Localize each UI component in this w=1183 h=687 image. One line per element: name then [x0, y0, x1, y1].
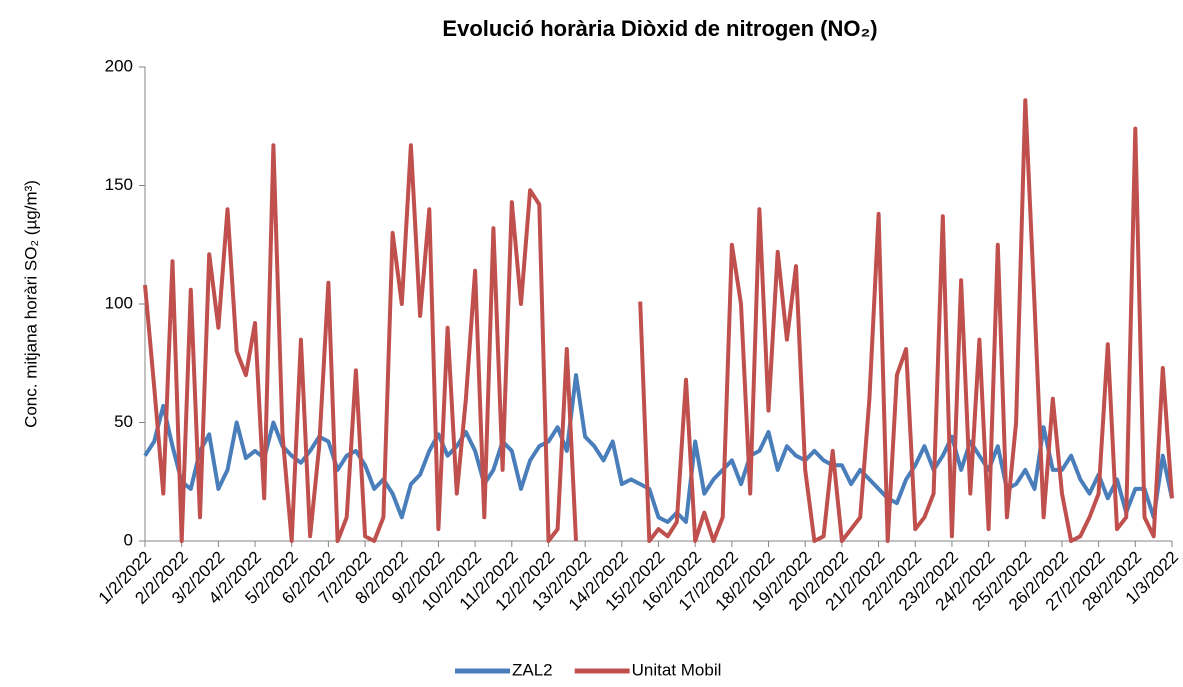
series-line — [143, 98, 1174, 543]
y-tick-label: 100 — [105, 293, 133, 312]
y-tick-label: 150 — [105, 175, 133, 194]
legend-label: ZAL2 — [512, 660, 553, 679]
y-tick-label: 200 — [105, 56, 133, 75]
y-tick-label: 0 — [124, 530, 133, 549]
chart-title: Evolució horària Diòxid de nitrogen (NO₂… — [442, 16, 877, 41]
series-line — [143, 373, 1174, 524]
y-axis-label: Conc. mitjana horàri SO₂ (µg/m³) — [21, 180, 40, 428]
y-tick-label: 50 — [114, 412, 133, 431]
legend-label: Unitat Mobil — [632, 660, 722, 679]
